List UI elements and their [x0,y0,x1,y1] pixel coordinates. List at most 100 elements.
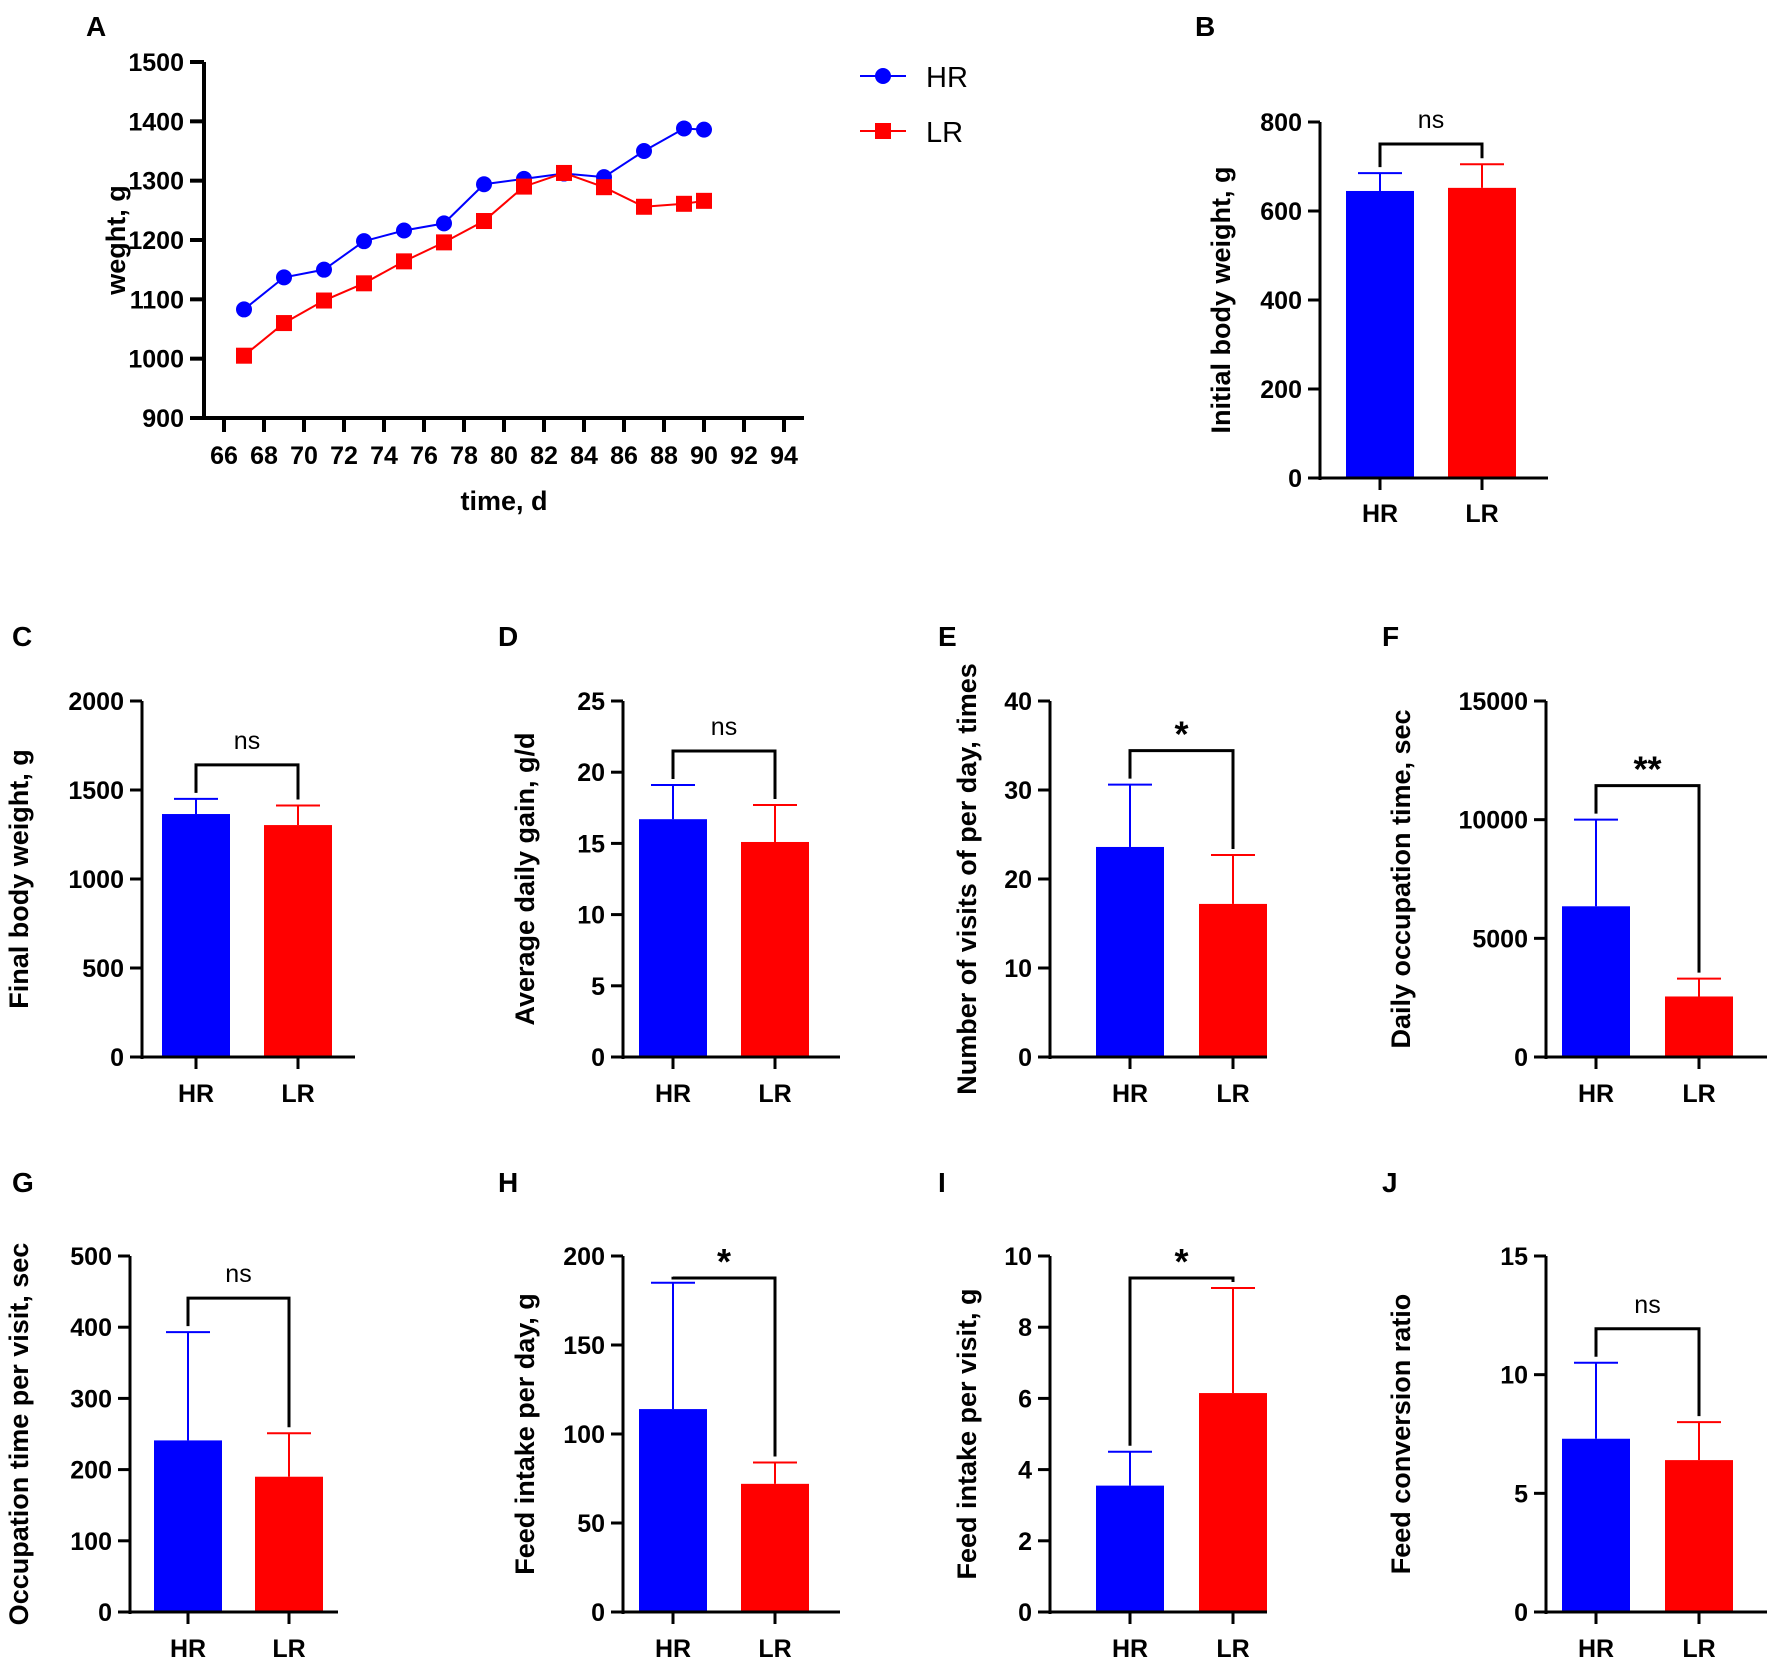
category-label-LR: LR [281,1080,314,1108]
significance-label: ns [711,713,737,741]
x-tick-label: 66 [210,442,238,470]
category-label-HR: HR [170,1635,206,1663]
category-label-HR: HR [1112,1635,1148,1663]
bar-LR [255,1476,323,1612]
bar-LR [741,841,809,1057]
y-tick-label: 1500 [68,777,124,805]
category-label-HR: HR [1112,1080,1148,1108]
bar-HR [639,1409,707,1612]
y-tick-label: 10 [1004,1243,1032,1271]
category-label-HR: HR [655,1080,691,1108]
data-point-HR [276,269,292,286]
panel-label: A [86,11,106,42]
panel-A: A 900 1000 1100 1200 1300 1400 1500 66 68 70 72 74 76… [86,11,968,516]
y-tick-label: 0 [1018,1044,1032,1072]
y-axis-title: Initial body weight, g [1206,167,1236,434]
significance-bracket [1594,784,1701,973]
bar-LR [1199,1393,1267,1612]
panel-D: D HR LR 0 5 10 15 20 25 Average daily gain, g/d ns [498,621,840,1108]
data-point-LR [276,315,292,332]
panel-label: D [498,621,518,652]
significance-label: ns [225,1260,251,1288]
significance-bracket [1128,749,1235,849]
data-point-LR [476,213,492,230]
y-tick-label: 400 [70,1314,112,1342]
y-tick-label: 30 [1004,777,1032,805]
y-tick-label: 6 [1018,1385,1032,1413]
y-tick-label: 25 [577,688,605,716]
x-tick-label: 72 [330,442,358,470]
data-point-HR [436,215,452,232]
y-tick-label: 500 [70,1243,112,1271]
data-point-LR [316,292,332,309]
x-axis-title: time, d [460,486,547,516]
data-point-LR [556,164,572,181]
significance-label: * [1174,1241,1188,1282]
y-tick-label: 0 [1514,1599,1528,1627]
x-tick-label: 78 [450,442,478,470]
significance-label: ns [1634,1291,1660,1319]
data-point-HR [236,301,252,318]
y-tick-label: 800 [1260,109,1302,137]
panel-label: J [1382,1167,1398,1198]
y-tick-label: 100 [70,1528,112,1556]
bar-LR [1665,1460,1733,1612]
y-tick-label: 900 [142,405,184,433]
significance-bracket [671,1276,777,1457]
data-point-HR [676,120,692,137]
x-tick-label: 86 [610,442,638,470]
x-tick-label: 88 [650,442,678,470]
panel-B: B HR LR 0 200 400 600 800 Initial body weight, g… [1195,11,1548,528]
category-label-HR: HR [178,1080,214,1108]
bar-HR [1562,906,1630,1057]
y-axis-title: Daily occupation time, sec [1386,709,1416,1048]
y-tick-label: 4 [1018,1457,1032,1485]
y-axis-title: Number of visits of per day, times [952,663,982,1095]
bar-HR [1096,1485,1164,1612]
y-tick-label: 10 [1500,1362,1528,1390]
y-tick-label: 200 [70,1457,112,1485]
y-tick-label: 5000 [1472,925,1528,953]
data-point-LR [596,179,612,196]
bar-HR [1096,846,1164,1057]
y-axis-title: weght, g [101,185,131,296]
category-label-HR: HR [1578,1635,1614,1663]
x-tick-label: 84 [570,442,598,470]
bar-LR [1665,996,1733,1057]
data-point-HR [356,233,372,250]
y-tick-label: 0 [1514,1044,1528,1072]
y-tick-label: 200 [563,1243,605,1271]
panel-H: H HR LR 0 50 100 150 200 Feed intake per day, g * [498,1167,840,1663]
y-axis-title: Average daily gain, g/d [510,732,540,1025]
x-tick-label: 70 [290,442,318,470]
significance-bracket [1594,1327,1701,1417]
data-point-LR [696,192,712,209]
significance-bracket [194,763,300,800]
panel-label: B [1195,11,1215,42]
panel-label: C [12,621,32,652]
y-tick-label: 1400 [128,108,184,136]
category-label-LR: LR [1682,1635,1715,1663]
y-tick-label: 2000 [68,688,124,716]
y-tick-label: 10000 [1458,807,1528,835]
category-label-HR: HR [1362,500,1398,528]
panel-C: C HR LR 0 500 1000 1500 2000 Final body weight, … [4,621,355,1108]
y-tick-label: 0 [110,1044,124,1072]
panel-G: G HR LR 0 100 200 300 400 500 Occupation time per… [4,1167,338,1663]
y-axis-title: Feed conversion ratio [1386,1294,1416,1575]
y-tick-label: 0 [591,1044,605,1072]
y-tick-label: 40 [1004,688,1032,716]
bar-LR [1199,903,1267,1057]
data-point-HR [636,143,652,159]
significance-bracket [186,1296,291,1428]
y-tick-label: 50 [577,1510,605,1538]
y-axis-title: Feed intake per visit, g [952,1288,982,1579]
x-tick-label: 76 [410,442,438,470]
data-point-LR [396,253,412,270]
category-label-LR: LR [758,1635,791,1663]
category-label-LR: LR [758,1080,791,1108]
y-axis-title: Feed intake per day, g [510,1293,540,1575]
series-line-LR [243,171,705,357]
data-point-LR [516,178,532,195]
category-label-LR: LR [1216,1080,1249,1108]
